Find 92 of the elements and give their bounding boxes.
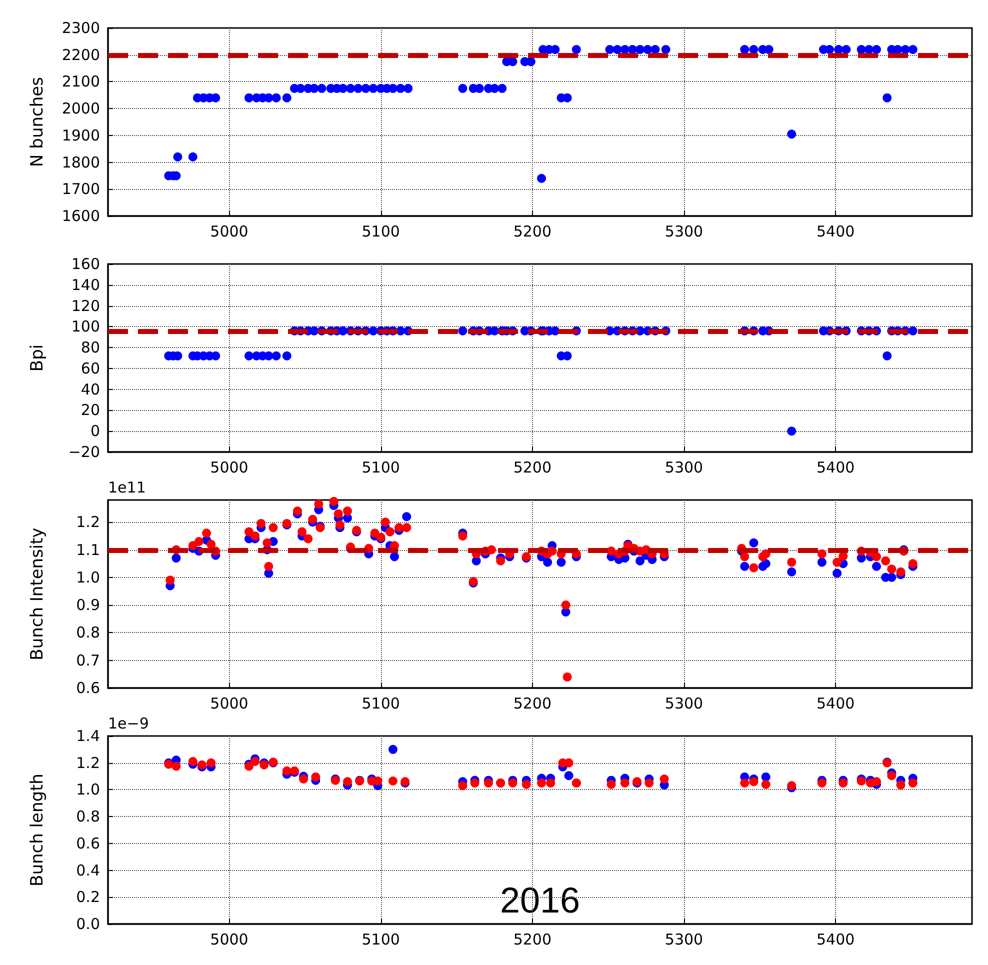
y-tick-label: 1900 (62, 126, 100, 144)
x-tick-label: 5100 (362, 930, 400, 948)
point (644, 778, 654, 788)
x-tick-label: 5200 (513, 222, 552, 240)
annotation: 2016 (500, 880, 580, 920)
y-tick-label: 140 (71, 276, 100, 294)
point (606, 780, 616, 789)
point (537, 778, 546, 788)
y-tick-label: 1.0 (76, 568, 100, 586)
y-tick-label: 1700 (62, 180, 100, 198)
y-tick-label: 20 (80, 401, 100, 420)
y-tick-label: 0.6 (76, 834, 100, 852)
point (660, 774, 669, 784)
y-tick-label: 0.8 (76, 624, 100, 642)
point (872, 777, 882, 786)
x-tick-label: 5000 (210, 222, 248, 240)
y-axis-title: Bunch length (28, 774, 48, 886)
x-tick-label: 5100 (362, 694, 400, 712)
point (388, 744, 398, 754)
y-tick-label: 1800 (62, 153, 100, 172)
x-tick-label: 5100 (362, 458, 400, 476)
x-tick-label: 5000 (210, 694, 248, 712)
y-tick-label: 0.7 (76, 651, 100, 670)
point (546, 778, 556, 788)
y-tick-label: 0.9 (76, 596, 100, 614)
y-tick-label: 0 (90, 422, 100, 440)
point (172, 762, 181, 771)
y-tick-label: −20 (68, 443, 100, 461)
x-tick-label: 5400 (816, 222, 855, 240)
point (522, 780, 531, 789)
y-axis-title: Bpi (28, 344, 48, 372)
x-tick-label: 5200 (513, 930, 552, 948)
x-tick-label: 5300 (664, 930, 704, 948)
point (761, 772, 770, 782)
x-tick-label: 5400 (816, 694, 855, 712)
point (250, 757, 260, 766)
x-tick-label: 5300 (664, 222, 704, 240)
point (620, 778, 630, 788)
point (188, 757, 198, 766)
x-tick-label: 5300 (664, 694, 704, 712)
x-tick-label: 5000 (210, 458, 248, 476)
y-tick-label: 1.0 (76, 780, 100, 799)
y-tick-label: 100 (71, 318, 100, 336)
y-tick-label: 2200 (62, 46, 100, 64)
x-tick-label: 5300 (664, 458, 704, 476)
x-tick-label: 5200 (513, 458, 552, 476)
point (484, 778, 493, 788)
y-axis-title: Bunch Intensity (28, 528, 48, 660)
point (388, 776, 398, 786)
y-tick-label: 160 (71, 255, 100, 273)
y-tick-label: 0.4 (76, 861, 100, 880)
y-tick-label: 0.0 (76, 915, 100, 933)
y-tick-label: 2300 (62, 19, 100, 37)
x-tick-label: 5000 (210, 930, 248, 948)
y-tick-label: 1.2 (76, 754, 100, 772)
y-tick-label: 2000 (62, 100, 100, 118)
x-tick-label: 5100 (362, 222, 400, 240)
x-tick-label: 5400 (816, 930, 855, 948)
y-tick-label: 1600 (62, 207, 100, 225)
point (206, 758, 216, 768)
y-tick-label: 120 (71, 296, 100, 315)
point (749, 777, 758, 786)
y-tick-label: 80 (80, 338, 100, 357)
point (761, 780, 770, 789)
point (908, 778, 918, 788)
x-tick-label: 5400 (816, 458, 855, 476)
y-tick-label: 2100 (62, 72, 100, 91)
y-tick-label: 1.2 (76, 513, 100, 532)
y-tick-label: 60 (80, 359, 100, 378)
y-tick-label: 0.2 (76, 888, 100, 906)
y-tick-label: 0.6 (76, 679, 100, 697)
point (817, 778, 826, 788)
point (887, 771, 896, 780)
y-tick-label: 0.8 (76, 808, 100, 826)
point (896, 780, 906, 790)
point (343, 777, 352, 786)
point (282, 766, 292, 776)
text: 1e11 (108, 478, 146, 496)
text: 1e−9 (108, 714, 149, 732)
point (838, 778, 848, 788)
x-tick-label: 5200 (513, 694, 552, 712)
y-axis-title: N bunches (28, 76, 48, 167)
point (508, 778, 518, 788)
point (299, 774, 308, 784)
point (564, 771, 574, 780)
point (458, 781, 468, 790)
point (740, 778, 750, 788)
y-tick-label: 40 (80, 380, 100, 398)
point (311, 772, 320, 782)
y-tick-label: 1.4 (76, 727, 100, 745)
point (470, 778, 480, 788)
y-tick-label: 1.1 (76, 540, 100, 559)
